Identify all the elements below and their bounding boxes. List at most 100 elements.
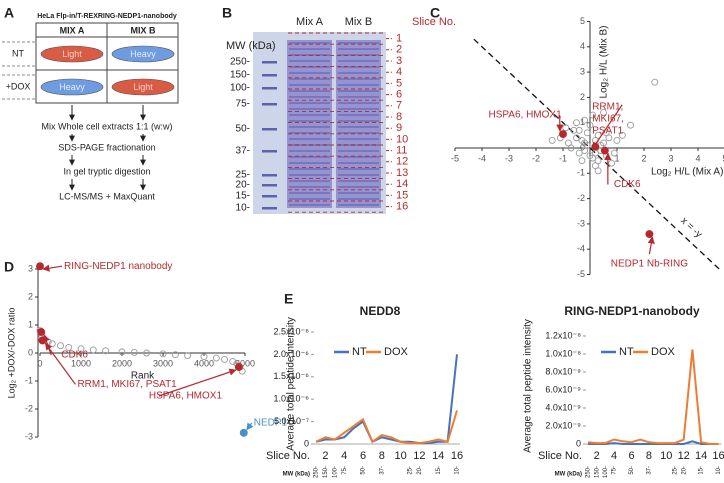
point-label: PSAT1: [592, 125, 623, 136]
y-axis-label: Average total peptide intensity: [286, 317, 297, 451]
x-tick-label: 2: [322, 450, 328, 462]
highlight-point: [234, 363, 243, 371]
mw-title: MW (kDa): [555, 472, 582, 478]
x-tick-label: 8: [646, 450, 652, 462]
y-tick-label: 1.0x10⁻⁶: [274, 394, 310, 404]
x-tick-label: -3: [505, 153, 513, 163]
data-point: [575, 149, 583, 157]
y-axis-label: Average total peptide intensity: [523, 319, 534, 453]
slice-number: 15: [396, 189, 408, 201]
y-axis-label: Log₂ +DOX/-DOX ratio: [6, 308, 16, 399]
ladder-band: [262, 87, 277, 90]
mw-label: 15-: [436, 466, 442, 475]
label-cell: Heavy: [59, 82, 85, 92]
ladder-band: [262, 128, 277, 131]
y-tick-label: -1: [577, 168, 585, 178]
slice-number: 13: [396, 167, 408, 179]
legend-label: NT: [619, 346, 634, 358]
label-cell: Light: [133, 82, 153, 92]
gel-band: [289, 48, 330, 50]
x-tick-label: 3000: [153, 358, 173, 368]
x-tick-label: 16: [451, 450, 463, 462]
gel-band: [338, 192, 379, 194]
mw-label: 25-: [408, 466, 414, 475]
data-point: [651, 78, 659, 86]
y-tick-label: 1: [28, 319, 33, 329]
y-tick-label: -3: [25, 431, 33, 441]
x-tick-label: 14: [432, 450, 444, 462]
highlight-point: [38, 336, 47, 345]
gel-band: [338, 96, 379, 98]
label-arrow: [44, 342, 76, 385]
label-arrow: [246, 422, 254, 431]
label-ellipse: [111, 78, 175, 96]
mw-title: MW (kDa): [226, 40, 276, 52]
gel-band: [338, 42, 379, 44]
y-tick-label: 3: [28, 263, 33, 273]
y-tick-label: 4.0x10⁻⁹: [545, 402, 581, 412]
row-label: +DOX: [6, 81, 31, 91]
slice-number: 9: [396, 122, 402, 134]
panel-letter: B: [222, 5, 232, 21]
mw-marker: 100-: [230, 83, 250, 94]
x-tick-label: 2000: [112, 358, 132, 368]
data-point: [57, 342, 64, 350]
x-tick-label: -5: [451, 153, 459, 163]
data-point: [130, 348, 138, 356]
data-point: [586, 121, 594, 129]
data-point: [200, 353, 208, 361]
data-point: [600, 139, 607, 147]
x-tick-label: 10: [394, 450, 406, 462]
mw-marker: 75-: [236, 99, 250, 110]
gel-band: [338, 60, 379, 62]
data-point: [608, 159, 616, 167]
y-tick-label: -2: [25, 403, 33, 413]
highlight-point: [36, 262, 44, 271]
series-line: [588, 440, 719, 445]
gel-band: [289, 60, 330, 62]
mw-marker: 37-: [236, 146, 250, 157]
gel-band: [289, 198, 330, 200]
mw-title: MW (kDa): [283, 472, 310, 478]
data-point: [600, 109, 607, 117]
x-tick-label: 16: [712, 450, 724, 462]
label-arrow: [647, 236, 655, 255]
gel-band: [289, 108, 330, 110]
gel-band: [289, 84, 330, 86]
y-tick-label: 0: [304, 438, 309, 448]
x-tick-label: 12: [413, 450, 425, 462]
gel-lane: [336, 40, 381, 208]
gel-band: [289, 168, 330, 170]
workflow-step: Mix Whole cell extracts 1:1 (w:w): [41, 121, 172, 131]
ladder-band: [262, 150, 277, 153]
x-tick-label: 14: [695, 450, 707, 462]
gel-band: [338, 168, 379, 170]
panel-letter: D: [4, 259, 14, 275]
gel-band: [289, 126, 330, 128]
mw-label: 20-: [681, 466, 687, 475]
data-point: [159, 350, 167, 358]
data-point: [570, 126, 578, 134]
data-point: [586, 152, 594, 160]
x-tick-label: 1000: [71, 358, 91, 368]
label-arrow: [591, 104, 623, 150]
point-label: NEDP1 Nb-RING: [611, 259, 688, 270]
gel-band: [338, 72, 379, 74]
data-point: [118, 348, 126, 356]
gel-band: [338, 78, 379, 80]
gel-band: [289, 156, 330, 158]
gel-band: [338, 186, 379, 188]
slice-number: 5: [396, 77, 402, 89]
x-tick-label: 5000: [235, 358, 255, 368]
point-label: RRM1, MKI67, PSAT1: [77, 379, 177, 390]
gel-band: [289, 186, 330, 188]
data-point: [613, 136, 621, 144]
label-cell: Heavy: [130, 49, 156, 59]
y-tick-label: -1: [25, 375, 33, 385]
mw-label: 10-: [455, 466, 461, 475]
gel-band: [338, 132, 379, 134]
mw-marker: 15-: [236, 191, 250, 202]
data-point: [89, 346, 97, 354]
